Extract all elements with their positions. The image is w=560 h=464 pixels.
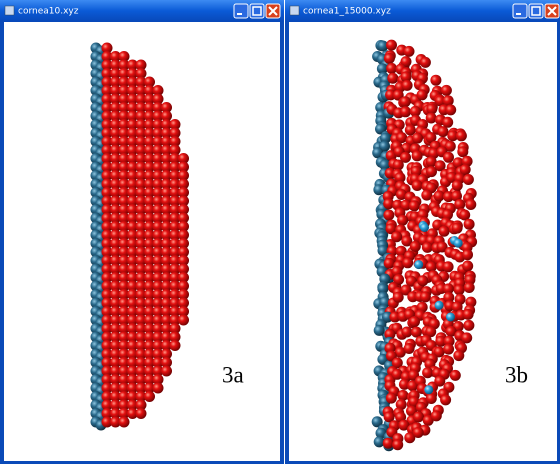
atom [426, 113, 437, 124]
atom [404, 46, 415, 57]
atom [392, 439, 403, 450]
atom [446, 313, 455, 322]
body: cornea10.xyz 3a cornea1_15000.xyz 3b (()… [0, 0, 560, 464]
atom [431, 410, 442, 421]
atom [391, 231, 402, 242]
atom [402, 257, 413, 268]
atom [450, 370, 461, 381]
minimize-button[interactable] [513, 4, 527, 18]
atom [119, 417, 130, 428]
maximize-button[interactable] [250, 4, 264, 18]
atom [393, 292, 404, 303]
atom [384, 258, 395, 269]
atom [464, 219, 475, 230]
window-title: cornea10.xyz [18, 7, 79, 17]
atom [414, 260, 423, 269]
atom [386, 393, 397, 404]
atom [412, 180, 423, 191]
atom [417, 89, 428, 100]
atom [153, 383, 164, 394]
atom [386, 40, 397, 51]
window-title: cornea1_15000.xyz [303, 7, 391, 17]
atom [426, 261, 437, 272]
atom [434, 376, 445, 387]
atom [400, 106, 411, 117]
atom [417, 275, 428, 286]
atom [457, 146, 468, 157]
app-icon [290, 6, 299, 15]
atom [430, 75, 441, 86]
atom [452, 180, 463, 191]
atom [409, 316, 420, 327]
atom [454, 239, 463, 248]
atom [463, 174, 474, 185]
atom [404, 343, 415, 354]
atom [434, 191, 445, 202]
atom [398, 390, 409, 401]
atom [435, 301, 444, 310]
atom [462, 261, 473, 272]
atom [422, 242, 433, 253]
maximize-button[interactable] [529, 4, 543, 18]
atom [464, 282, 475, 293]
atom [445, 104, 456, 115]
atom [424, 385, 433, 394]
figure-label: 3a [222, 362, 244, 387]
atom [397, 215, 408, 226]
atom [384, 53, 395, 64]
atom [462, 249, 473, 260]
atom [383, 438, 394, 449]
atom [440, 394, 451, 405]
atom [463, 320, 474, 331]
screenshot: cornea10.xyz 3a cornea1_15000.xyz 3b [0, 0, 560, 464]
window: cornea10.xyz 3a [0, 0, 284, 464]
atom [443, 152, 454, 163]
atom [456, 130, 467, 141]
atom [413, 411, 424, 422]
atom [412, 150, 423, 161]
atom [412, 133, 423, 144]
minimize-button[interactable] [234, 4, 248, 18]
atom [439, 226, 450, 237]
atom [409, 200, 420, 211]
atom [402, 80, 413, 91]
atom [413, 427, 424, 438]
atom [420, 57, 431, 68]
atom [426, 166, 437, 177]
atom [465, 199, 476, 210]
atom [422, 367, 433, 378]
atom [441, 85, 452, 96]
atom [170, 340, 181, 351]
atom [161, 366, 172, 377]
atom [454, 199, 465, 210]
atom [452, 223, 463, 234]
atom [454, 284, 465, 295]
atom [387, 73, 398, 84]
atom [401, 327, 412, 338]
atom [420, 291, 431, 302]
window: cornea1_15000.xyz 3b [285, 0, 560, 464]
atom [443, 261, 454, 272]
atom [383, 210, 394, 221]
page: {"windows": [{"title": "cornea10.xyz", "… [0, 0, 560, 464]
atom [438, 126, 449, 137]
atom [178, 315, 189, 326]
atom [400, 96, 411, 107]
atom [410, 241, 421, 252]
atom [443, 344, 454, 355]
atom [420, 223, 429, 232]
atom [144, 391, 155, 402]
atom [426, 393, 437, 404]
atom [453, 350, 464, 361]
atom [374, 325, 385, 336]
atom [463, 309, 474, 320]
atom [442, 117, 453, 128]
figure-label: 3b [505, 362, 528, 387]
atom [136, 408, 147, 419]
app-icon [5, 6, 14, 15]
